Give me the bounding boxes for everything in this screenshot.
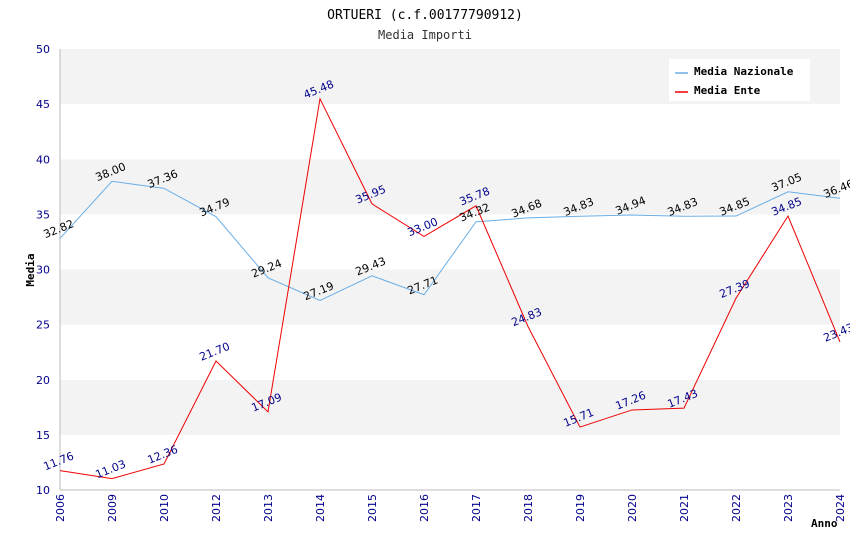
x-tick-label: 2013 — [262, 494, 275, 522]
y-tick-label: 30 — [36, 264, 50, 277]
legend-box — [669, 59, 810, 101]
grid-band — [60, 379, 840, 435]
grid-band — [60, 324, 840, 380]
x-tick-label: 2022 — [730, 494, 743, 522]
y-axis-ticks: 10 15 20 25 30 35 40 45 50 — [36, 43, 50, 497]
x-tick-label: 2009 — [106, 494, 119, 522]
grid-band — [60, 214, 840, 270]
axes — [59, 49, 840, 491]
grid-band — [60, 269, 840, 325]
y-tick-label: 45 — [36, 98, 50, 111]
x-tick-label: 2016 — [418, 494, 431, 522]
series-line-nazionale — [59, 180, 841, 302]
grid-band — [60, 104, 840, 160]
x-tick-label: 2010 — [158, 494, 171, 522]
y-tick-label: 15 — [36, 429, 50, 442]
x-tick-label: 2020 — [626, 494, 639, 522]
x-tick-label: 2014 — [314, 494, 327, 522]
series-lines — [59, 97, 841, 480]
legend: Media Nazionale Media Ente — [669, 59, 810, 101]
grid-band — [60, 434, 840, 490]
legend-label-nazionale: Media Nazionale — [694, 65, 794, 78]
x-axis-ticks: 2006 2009 2010 2012 2013 2014 2015 2016 2017 2018… — [54, 494, 847, 522]
y-tick-label: 40 — [36, 153, 50, 166]
series-line-ente — [59, 97, 841, 480]
y-tick-label: 20 — [36, 374, 50, 387]
legend-label-ente: Media Ente — [694, 84, 761, 97]
y-tick-label: 25 — [36, 319, 50, 332]
x-axis-title: Anno — [811, 517, 838, 530]
x-tick-label: 2006 — [54, 494, 67, 522]
x-tick-label: 2021 — [678, 494, 691, 522]
grid-bands — [60, 49, 840, 490]
y-tick-label: 50 — [36, 43, 50, 56]
chart-title: ORTUERI (c.f.00177790912) — [327, 8, 523, 23]
x-tick-label: 2015 — [366, 494, 379, 522]
x-tick-label: 2019 — [574, 494, 587, 522]
y-tick-label: 10 — [36, 484, 50, 497]
x-tick-label: 2018 — [522, 494, 535, 522]
grid-band — [60, 159, 840, 215]
x-tick-label: 2012 — [210, 494, 223, 522]
y-tick-label: 35 — [36, 208, 50, 221]
y-axis-title: Media — [24, 253, 37, 286]
x-tick-label: 2017 — [470, 494, 483, 522]
chart-subtitle: Media Importi — [378, 28, 472, 42]
x-tick-label: 2024 — [834, 494, 847, 522]
x-tick-label: 2023 — [782, 494, 795, 522]
